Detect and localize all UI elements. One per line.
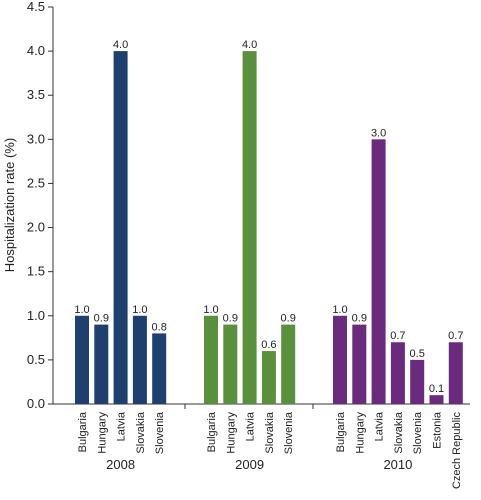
x-tick-label: Slovenia	[283, 411, 295, 454]
y-tick-label: 0.5	[27, 352, 45, 367]
y-tick-label: 3.5	[27, 87, 45, 102]
bar	[448, 342, 463, 404]
bar	[390, 342, 405, 404]
y-tick-label: 2.0	[27, 220, 45, 235]
x-tick-label: Slovenia	[412, 411, 424, 454]
bar	[281, 324, 296, 404]
x-tick-label: Latvia	[374, 411, 386, 441]
y-tick-label: 4.5	[27, 0, 45, 14]
x-tick-label: Czech Republic	[451, 412, 463, 490]
x-tick-label: Slovakia	[264, 411, 276, 453]
bar	[333, 315, 347, 404]
x-tick-label: Latvia	[116, 411, 128, 441]
bar	[204, 315, 218, 404]
x-tick-label: Bulgaria	[335, 411, 347, 452]
value-label: 4.0	[242, 39, 257, 51]
bar	[132, 315, 147, 404]
value-label: 0.8	[152, 321, 167, 333]
value-label: 0.9	[94, 313, 109, 325]
x-tick-label: Slovakia	[393, 411, 405, 453]
group-label: 2010	[383, 457, 412, 472]
x-tick-label: Latvia	[245, 411, 257, 441]
value-label: 0.6	[261, 339, 276, 351]
bar	[371, 139, 386, 405]
bar	[429, 395, 444, 404]
value-label: 0.7	[448, 330, 463, 342]
value-label: 1.0	[332, 304, 347, 316]
bar	[242, 51, 257, 404]
value-label: 1.0	[74, 304, 89, 316]
y-tick-label: 4.0	[27, 43, 45, 58]
value-label: 4.0	[113, 39, 128, 51]
x-tick-label: Estonia	[432, 411, 444, 449]
y-tick-label: 2.5	[27, 175, 45, 190]
bar	[94, 324, 109, 404]
bar	[152, 333, 167, 404]
value-label: 0.9	[281, 313, 296, 325]
x-tick-label: Slovenia	[154, 411, 166, 454]
bar	[223, 324, 238, 404]
value-label: 0.9	[352, 313, 367, 325]
value-label: 0.9	[223, 313, 238, 325]
value-label: 1.0	[132, 304, 147, 316]
bar	[352, 324, 367, 404]
x-tick-label: Bulgaria	[206, 411, 218, 452]
bar	[75, 315, 89, 404]
y-axis-label: Hospitalization rate (%)	[2, 138, 17, 272]
y-tick-label: 1.5	[27, 264, 45, 279]
value-label: 0.7	[390, 330, 405, 342]
group-label: 2009	[235, 457, 264, 472]
value-label: 3.0	[371, 127, 386, 139]
x-tick-label: Bulgaria	[77, 411, 89, 452]
bar	[261, 351, 276, 404]
y-tick-label: 1.0	[27, 308, 45, 323]
y-tick-label: 0.0	[27, 396, 45, 411]
x-tick-label: Hungary	[354, 412, 366, 454]
x-tick-label: Hungary	[225, 412, 237, 454]
value-label: 1.0	[203, 304, 218, 316]
group-label: 2008	[106, 457, 135, 472]
value-label: 0.1	[429, 383, 444, 395]
x-tick-label: Hungary	[96, 412, 108, 454]
bar	[113, 51, 128, 404]
x-tick-label: Slovakia	[135, 411, 147, 453]
value-label: 0.5	[410, 348, 425, 360]
bar	[410, 359, 425, 404]
y-tick-label: 3.0	[27, 131, 45, 146]
